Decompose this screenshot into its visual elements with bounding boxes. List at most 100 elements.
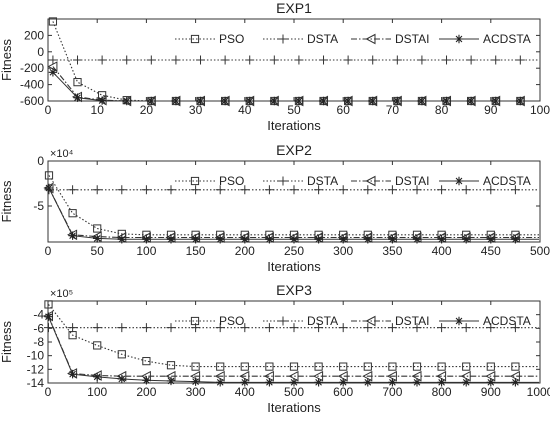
legend-item-dsta: DSTA: [263, 174, 338, 188]
series-acdsta: [48, 68, 539, 106]
legend-marker: [454, 34, 464, 44]
plot-area: [47, 300, 541, 384]
data-point: [191, 377, 200, 386]
data-point: [264, 323, 274, 333]
data-point: [68, 231, 77, 240]
data-point: [314, 323, 324, 333]
data-point: [437, 235, 446, 244]
data-point: [141, 185, 151, 195]
legend-marker: [454, 176, 464, 186]
legend-marker: [190, 176, 200, 186]
data-point: [338, 323, 348, 333]
y-axis-exponent: ×10⁴: [50, 148, 74, 160]
data-point: [511, 378, 520, 387]
legend-label: DSTAI: [395, 314, 429, 328]
data-point: [97, 55, 107, 65]
legend-marker: [278, 176, 288, 186]
plot-area: [47, 160, 541, 243]
legend-label: ACDSTA: [483, 32, 531, 46]
data-point: [122, 55, 132, 65]
data-point: [461, 185, 471, 195]
legend-label: PSO: [219, 314, 244, 328]
x-tick-label: 0: [45, 385, 52, 399]
data-point: [363, 362, 372, 371]
data-point: [417, 96, 427, 106]
data-point: [368, 55, 378, 65]
y-tick-label: -10: [27, 349, 45, 363]
y-axis-label: Fitness: [0, 321, 14, 363]
x-tick-label: 800: [432, 385, 452, 399]
data-point: [412, 235, 422, 244]
legend-label: DSTA: [307, 314, 338, 328]
legend-marker: [278, 34, 288, 44]
data-point: [117, 185, 127, 195]
x-tick-label: 200: [235, 244, 255, 258]
x-tick-label: 450: [481, 244, 501, 258]
y-tick-label: -12: [27, 362, 45, 376]
data-point: [437, 185, 447, 195]
series-acdsta: [44, 312, 539, 387]
y-tick-label: -400: [20, 78, 44, 92]
x-tick-label: 500: [284, 385, 304, 399]
data-point: [462, 235, 471, 244]
data-point: [68, 369, 77, 379]
data-point: [142, 235, 151, 244]
legend: PSO DSTA DSTAI ACDSTA: [175, 174, 531, 188]
chart-exp1: EXP1 0 10 20 30 40 50 60 70 80 90 100 -600 -400 -200 0 2…: [0, 0, 550, 133]
y-tick-label: -6: [33, 321, 44, 335]
x-tick-label: 20: [140, 103, 154, 117]
data-point: [437, 323, 447, 333]
series-dsta: [48, 55, 539, 65]
data-point: [73, 55, 83, 65]
x-tick-label: 400: [235, 385, 255, 399]
x-tick-label: 50: [91, 244, 105, 258]
legend-item-dstai: DSTAI: [351, 32, 429, 46]
data-point: [388, 235, 397, 244]
x-tick-label: 400: [432, 244, 452, 258]
data-point: [97, 96, 107, 105]
x-tick-label: 300: [186, 385, 206, 399]
data-point: [412, 185, 422, 195]
x-tick-label: 500: [530, 244, 550, 258]
x-tick-label: 150: [186, 244, 206, 258]
y-tick-label: -14: [27, 376, 45, 390]
data-point: [171, 96, 181, 106]
data-point: [265, 362, 274, 371]
data-point: [245, 96, 254, 106]
legend-label: DSTA: [307, 174, 338, 188]
data-point: [166, 185, 176, 195]
data-point: [289, 362, 299, 371]
data-point: [442, 96, 451, 106]
data-point: [166, 323, 176, 333]
data-point: [141, 323, 151, 333]
x-axis-label: Iterations: [267, 400, 321, 415]
data-point: [511, 362, 520, 371]
y-tick-label: -4: [33, 308, 44, 322]
data-point: [462, 378, 471, 387]
data-point: [412, 362, 422, 371]
data-point: [314, 235, 323, 244]
data-point: [388, 378, 397, 387]
data-point: [486, 378, 495, 387]
data-point: [392, 55, 402, 65]
data-point: [245, 55, 255, 65]
y-tick-label: -5: [33, 199, 44, 213]
data-point: [319, 55, 329, 65]
chart-title: EXP2: [276, 142, 312, 158]
legend-marker: [365, 33, 376, 45]
x-tick-label: 0: [45, 103, 52, 117]
data-point: [43, 323, 53, 333]
y-tick-label: -600: [20, 94, 44, 108]
data-point: [68, 185, 78, 195]
y-tick-label: -8: [33, 335, 44, 349]
data-point: [368, 96, 377, 106]
data-point: [240, 323, 250, 333]
chart-exp3: EXP301002003004005006007008009001000-14-…: [0, 282, 550, 415]
data-point: [510, 185, 520, 195]
data-point: [486, 323, 496, 333]
x-tick-label: 100: [530, 103, 550, 117]
legend-item-dsta: DSTA: [263, 314, 338, 328]
x-tick-label: 300: [333, 244, 353, 258]
x-tick-label: 100: [87, 385, 107, 399]
